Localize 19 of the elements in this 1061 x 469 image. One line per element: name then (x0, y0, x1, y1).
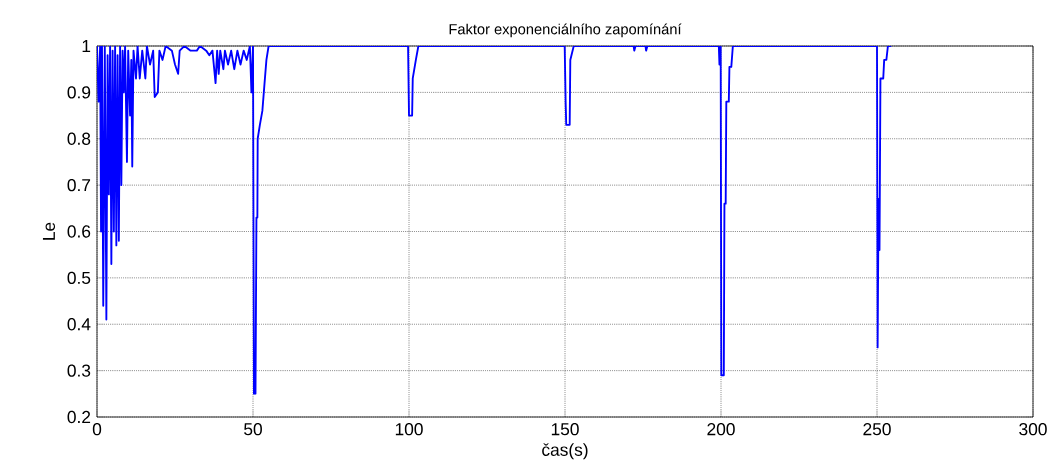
y-tick-label: 0.8 (67, 132, 91, 145)
y-tick-label: 0.6 (67, 225, 91, 238)
y-tick-label: 0.5 (67, 271, 91, 285)
y-tick-label: 0.3 (67, 364, 91, 377)
x-tick-label: 200 (707, 423, 735, 436)
x-tick-label: 50 (244, 423, 262, 436)
x-axis-title: čas(s) (542, 443, 588, 460)
x-tick-label: 250 (863, 423, 891, 436)
x-tick-label: 300 (1019, 423, 1047, 436)
y-tick-label: 0.4 (67, 318, 91, 331)
y-tick-label: 0.9 (67, 86, 91, 99)
y-axis-title: Le (42, 222, 56, 240)
chart-title: Faktor exponenciálního zapomínání (449, 23, 682, 38)
x-tick-label: 100 (395, 423, 423, 436)
y-tick-label: 0.2 (67, 410, 91, 424)
x-tick-label: 150 (551, 423, 579, 436)
y-tick-label: 0.7 (67, 178, 91, 192)
y-tick-label: 1 (82, 40, 91, 52)
x-tick-label: 0 (92, 423, 102, 436)
